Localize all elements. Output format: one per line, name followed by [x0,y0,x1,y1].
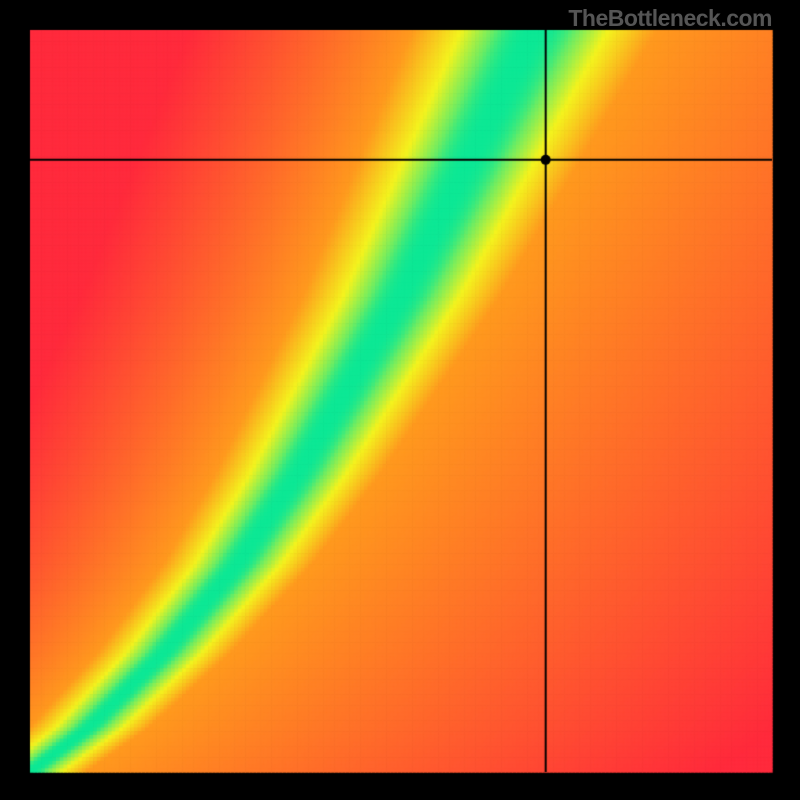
bottleneck-heatmap [0,0,800,800]
watermark-text: TheBottleneck.com [568,5,772,32]
